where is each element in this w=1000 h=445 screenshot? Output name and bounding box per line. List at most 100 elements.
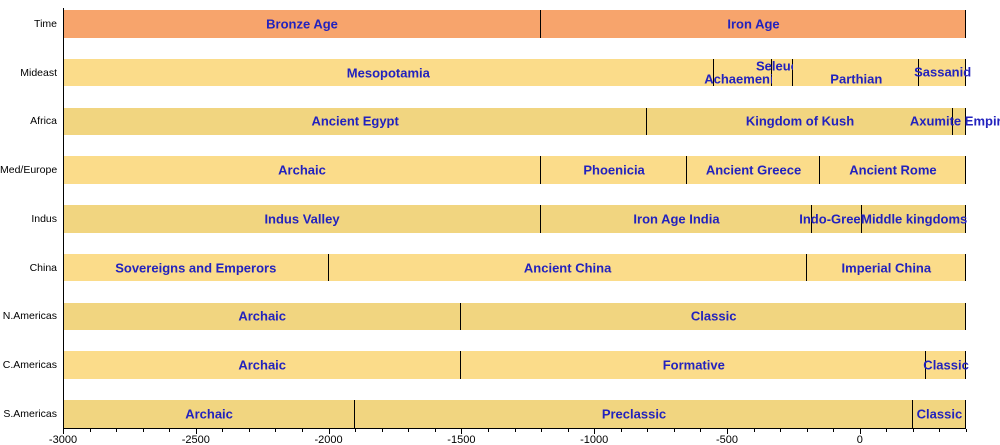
row-label: S.Americas (3, 407, 57, 420)
x-axis-line (63, 427, 966, 429)
timeline-segment-label: Preclassic (601, 406, 667, 422)
x-axis-minor-tick (487, 428, 489, 432)
x-axis-minor-tick (541, 428, 543, 432)
timeline-segment (926, 351, 966, 379)
timeline-segment (355, 400, 913, 428)
x-axis-major-tick (859, 428, 861, 434)
x-axis-minor-tick (753, 428, 755, 432)
row-label: Indus (31, 212, 57, 225)
timeline-segment-label: Achaemenid (704, 71, 782, 86)
timeline-segment-label: Classic (916, 406, 963, 422)
timeline-segment (63, 253, 329, 282)
timeline-segment (461, 351, 927, 379)
timeline-segment-label: Classic (923, 357, 969, 373)
timeline-segment-label: Sassanid (914, 64, 972, 79)
x-axis-tick-label: -3000 (48, 433, 78, 445)
x-axis-minor-tick (222, 428, 224, 432)
x-axis-minor-tick (780, 428, 782, 432)
timeline-segment-label: Phoenicia (583, 162, 645, 178)
timeline-segment (687, 156, 820, 184)
x-axis-major-tick (461, 428, 463, 434)
timeline-segment (63, 156, 542, 184)
timeline-segment-label: Ancient Egypt (311, 113, 399, 129)
timeline-segment (772, 58, 794, 87)
timeline-segment (806, 253, 966, 282)
x-axis-major-tick (195, 428, 197, 434)
timeline-segment (461, 302, 966, 330)
row-label: Mideast (20, 66, 57, 79)
timeline-segment-label: Indus Valley (264, 211, 340, 227)
timeline-segment (647, 107, 953, 135)
x-axis-minor-tick (169, 428, 171, 432)
timeline-segment (862, 205, 966, 233)
x-axis-minor-tick (408, 428, 410, 432)
timeline-segment-label: Axumite Empire (909, 113, 1000, 129)
timeline-segment-label: Iron Age India (633, 211, 720, 227)
x-axis-major-tick (594, 428, 596, 434)
x-axis-minor-tick (833, 428, 835, 432)
timeline-segment-label: Mesopotamia (346, 65, 430, 80)
timeline-segment-label: Archaic (278, 162, 326, 178)
x-axis-minor-tick (567, 428, 569, 432)
timeline-segment-label: Iron Age (727, 16, 780, 32)
row-label: C.Americas (2, 359, 57, 371)
timeline-segment (63, 205, 542, 233)
row-label: Time (34, 17, 57, 30)
x-axis-tick-label: -1500 (447, 433, 476, 445)
x-axis-minor-tick (939, 428, 941, 432)
row-label: Med/Europe (0, 164, 58, 176)
x-axis-tick-label: -2500 (181, 433, 210, 445)
x-axis-tick-label: -1000 (580, 433, 609, 445)
x-axis-minor-tick (806, 428, 808, 432)
timeline-segment-label: Formative (662, 357, 725, 373)
x-axis-major-tick (328, 428, 330, 434)
timeline-segment (328, 253, 807, 282)
x-axis-minor-tick (620, 428, 622, 432)
timeline-segment (919, 58, 966, 87)
timeline-segment-label: Middle kingdoms (861, 211, 968, 227)
timeline-segment (541, 10, 966, 38)
x-axis-minor-tick (700, 428, 702, 432)
x-axis-minor-tick (142, 428, 144, 432)
x-axis-minor-tick (116, 428, 118, 432)
x-axis-minor-tick (673, 428, 675, 432)
timeline-segment-label: Archaic (185, 406, 233, 422)
timeline-segment (819, 156, 966, 184)
x-axis-minor-tick (966, 428, 967, 432)
timeline-segment (912, 400, 966, 428)
x-axis-minor-tick (434, 428, 436, 432)
timeline-segment-label: Indo-Greeks (799, 211, 876, 227)
timeline-segment-label: Sovereigns and Emperors (115, 260, 277, 275)
timeline-segment (63, 400, 356, 428)
timeline-segment-label: Kingdom of Kush (745, 113, 855, 129)
timeline-segment (63, 302, 462, 330)
x-axis-minor-tick (381, 428, 383, 432)
timeline-segment (713, 58, 773, 87)
timeline-segment (63, 58, 714, 87)
timeline-segment (63, 107, 648, 135)
timeline-segment-label: Ancient Rome (849, 162, 937, 178)
timeline-segment (952, 107, 966, 135)
row-label: Africa (30, 115, 57, 128)
y-axis-line (63, 8, 64, 428)
timeline-segment-label: Bronze Age (266, 16, 338, 32)
x-axis-tick-label: 0 (856, 433, 863, 445)
timeline-segment-label: Imperial China (841, 260, 932, 275)
timeline-segment-label: Parthian (830, 71, 883, 86)
timeline-segment-label: Archaic (238, 357, 287, 373)
x-axis-minor-tick (647, 428, 649, 432)
row-label: China (29, 261, 57, 274)
timeline-segment (541, 205, 812, 233)
x-axis-minor-tick (302, 428, 304, 432)
x-axis-minor-tick (886, 428, 888, 432)
x-axis-minor-tick (514, 428, 516, 432)
timeline-segment (793, 58, 920, 87)
timeline-segment-label: Archaic (238, 308, 287, 324)
x-axis-tick-label: -2000 (314, 433, 343, 445)
x-axis-tick-label: -500 (715, 433, 738, 445)
timeline-segment (811, 205, 863, 233)
timeline-segment-label: Ancient Greece (705, 162, 802, 178)
x-axis-major-tick (726, 428, 728, 434)
timeline-segment-label: Ancient China (523, 260, 612, 275)
